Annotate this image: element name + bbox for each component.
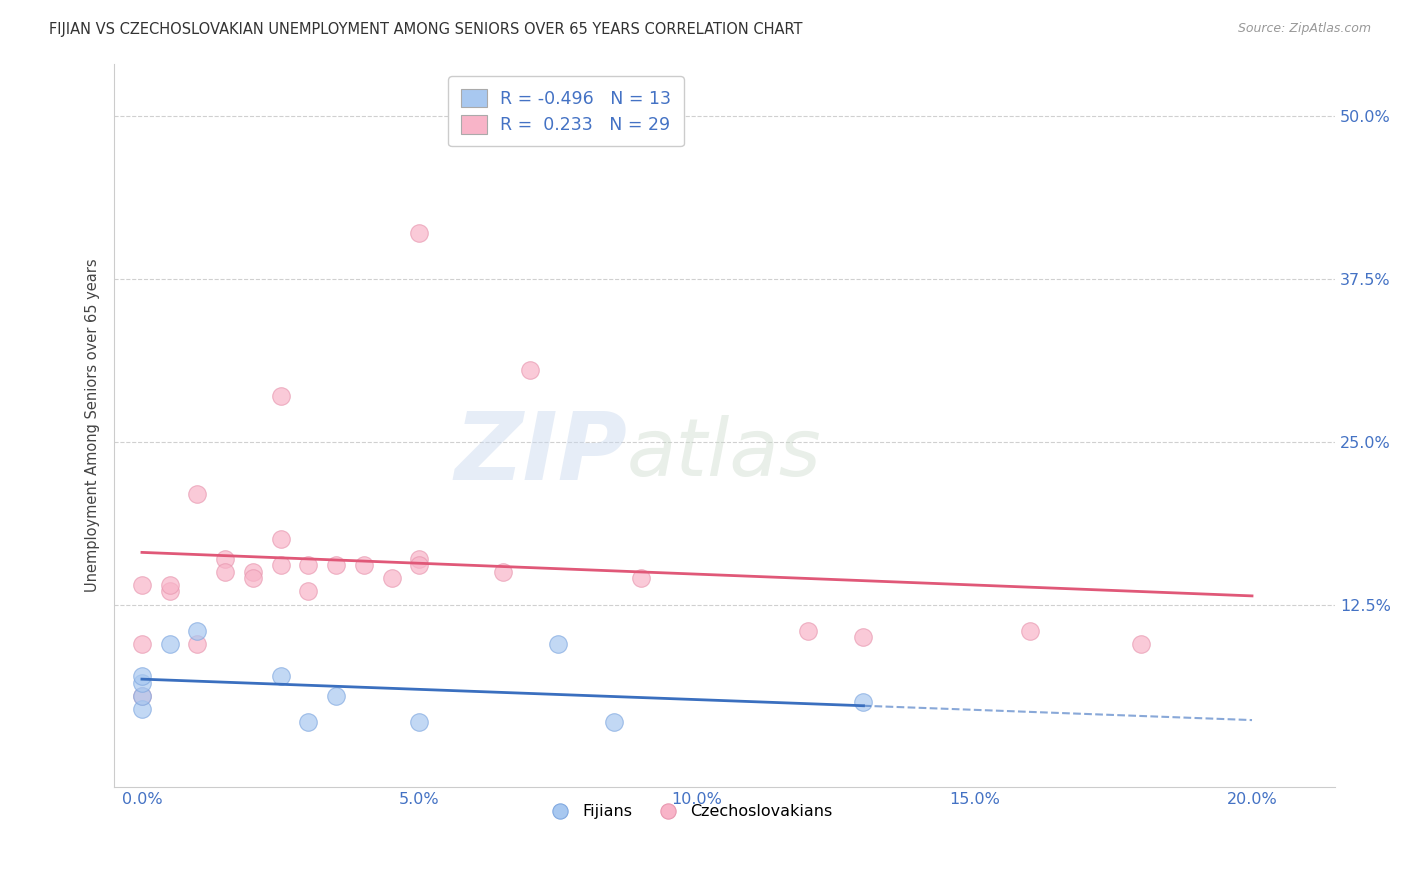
- Point: [353, 558, 375, 573]
- Point: [159, 584, 181, 599]
- Point: [852, 695, 875, 709]
- Point: [159, 636, 181, 650]
- Point: [214, 552, 236, 566]
- Point: [186, 624, 208, 638]
- Point: [852, 630, 875, 644]
- Point: [270, 533, 292, 547]
- Point: [270, 669, 292, 683]
- Point: [519, 363, 541, 377]
- Point: [131, 689, 153, 703]
- Text: Source: ZipAtlas.com: Source: ZipAtlas.com: [1237, 22, 1371, 36]
- Text: ZIP: ZIP: [454, 409, 627, 500]
- Point: [630, 571, 652, 585]
- Point: [325, 558, 347, 573]
- Point: [492, 565, 515, 579]
- Point: [1019, 624, 1042, 638]
- Point: [131, 636, 153, 650]
- Point: [797, 624, 820, 638]
- Point: [297, 558, 319, 573]
- Point: [297, 584, 319, 599]
- Point: [325, 689, 347, 703]
- Point: [131, 701, 153, 715]
- Text: FIJIAN VS CZECHOSLOVAKIAN UNEMPLOYMENT AMONG SENIORS OVER 65 YEARS CORRELATION C: FIJIAN VS CZECHOSLOVAKIAN UNEMPLOYMENT A…: [49, 22, 803, 37]
- Point: [131, 689, 153, 703]
- Point: [131, 675, 153, 690]
- Point: [297, 714, 319, 729]
- Point: [214, 565, 236, 579]
- Legend: Fijians, Czechoslovakians: Fijians, Czechoslovakians: [537, 798, 838, 826]
- Point: [159, 578, 181, 592]
- Point: [408, 558, 430, 573]
- Point: [242, 565, 264, 579]
- Point: [547, 636, 569, 650]
- Point: [603, 714, 626, 729]
- Point: [1130, 636, 1153, 650]
- Text: atlas: atlas: [627, 416, 821, 493]
- Point: [408, 227, 430, 241]
- Point: [131, 578, 153, 592]
- Point: [270, 558, 292, 573]
- Y-axis label: Unemployment Among Seniors over 65 years: Unemployment Among Seniors over 65 years: [86, 259, 100, 592]
- Point: [408, 714, 430, 729]
- Point: [408, 552, 430, 566]
- Point: [186, 636, 208, 650]
- Point: [186, 487, 208, 501]
- Point: [242, 571, 264, 585]
- Point: [270, 389, 292, 403]
- Point: [381, 571, 404, 585]
- Point: [131, 669, 153, 683]
